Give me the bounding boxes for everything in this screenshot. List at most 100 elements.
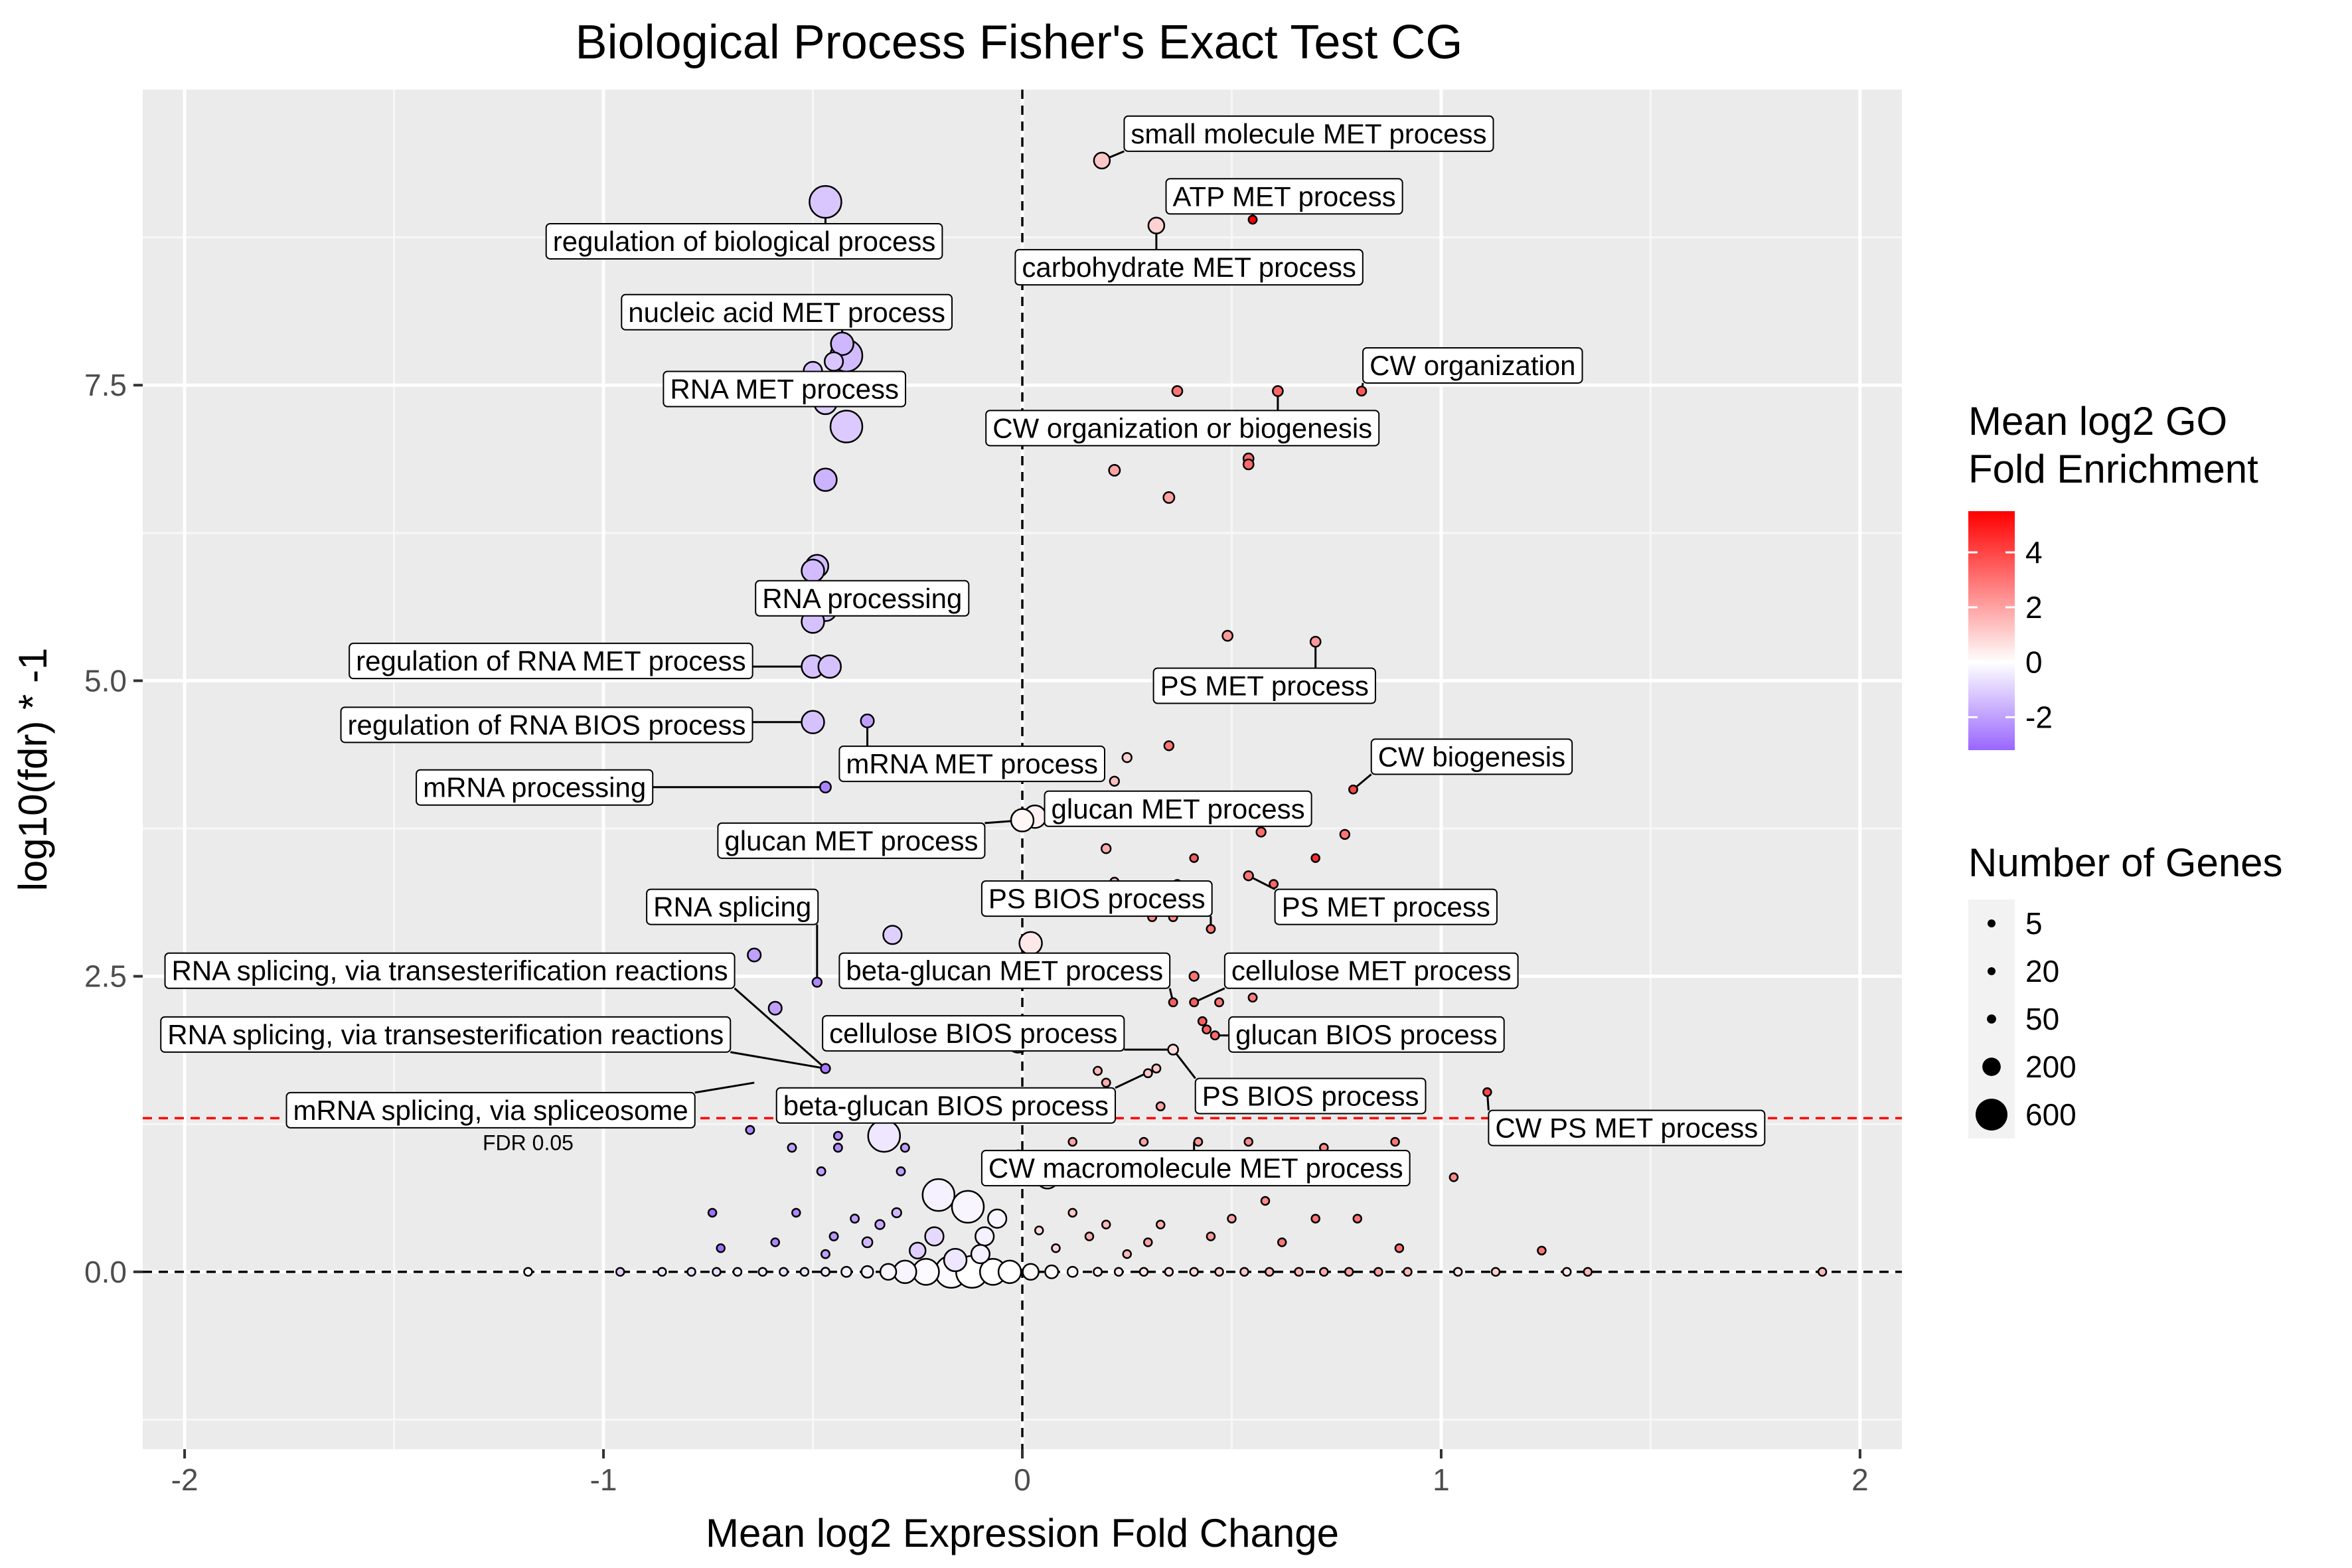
annotation-label-box — [1274, 888, 1498, 925]
data-point — [1294, 1267, 1304, 1277]
data-point — [1482, 1087, 1492, 1097]
data-point — [1067, 1208, 1077, 1218]
annotation-label-box — [1044, 790, 1312, 827]
data-point — [1151, 1063, 1162, 1074]
data-point — [1255, 826, 1267, 838]
data-point — [716, 1243, 726, 1253]
data-point — [832, 1142, 843, 1153]
data-point — [1210, 1030, 1220, 1041]
data-point — [1260, 1196, 1271, 1206]
annotation-label: RNA MET process — [670, 374, 899, 405]
color-legend-title: Mean log2 GO — [1968, 399, 2227, 443]
annotation-label-box — [1223, 952, 1519, 989]
data-point — [1113, 1267, 1124, 1277]
data-point — [1147, 216, 1166, 235]
annotation-label: nucleic acid MET process — [628, 297, 945, 328]
data-point — [811, 977, 823, 988]
data-point — [1490, 1267, 1501, 1277]
data-point — [1272, 385, 1284, 397]
data-point — [1022, 1263, 1040, 1281]
data-point — [1066, 1266, 1079, 1278]
data-point — [823, 351, 844, 372]
annotation-label-box — [985, 410, 1380, 447]
annotation-label: regulation of RNA BIOS process — [348, 709, 746, 740]
annotation-label: CW organization — [1370, 350, 1575, 381]
annotation-label: cellulose MET process — [1231, 955, 1512, 986]
data-point — [712, 1267, 722, 1277]
data-point — [615, 1267, 625, 1277]
annotation-label: CW PS MET process — [1495, 1113, 1758, 1144]
annotation-labels: small molecule MET process ATP MET proces… — [160, 115, 1766, 1187]
annotation-label: CW organization or biogenesis — [992, 412, 1372, 443]
data-point — [747, 947, 762, 963]
data-point — [801, 710, 825, 734]
annotation-label-box — [349, 643, 753, 680]
data-point — [1247, 992, 1258, 1003]
annotation-label: PS BIOS process — [1202, 1081, 1419, 1112]
y-axis-title: log10(fdr) * -1 — [11, 648, 55, 892]
fdr-threshold-label: FDR 0.05 — [483, 1131, 574, 1154]
data-point — [900, 1142, 910, 1153]
data-point — [975, 1226, 995, 1247]
annotation-label-box — [755, 580, 970, 617]
data-point — [1227, 1214, 1237, 1223]
size-legend-label: 5 — [2025, 906, 2043, 941]
data-point — [1356, 385, 1368, 397]
annotation-label: ATP MET process — [1173, 181, 1396, 212]
data-point — [523, 1267, 533, 1277]
annotation-label-box — [1123, 115, 1494, 152]
data-point — [1163, 740, 1175, 751]
annotation-label-box — [822, 1015, 1125, 1052]
data-points — [523, 151, 1828, 1289]
annotation-label-box — [1152, 667, 1376, 704]
data-point — [801, 558, 825, 584]
annotation-label: glucan MET process — [1052, 793, 1305, 824]
y-tick-label: 5.0 — [84, 663, 127, 698]
data-point — [1206, 1231, 1216, 1241]
data-point — [1155, 1219, 1166, 1229]
annotation-label-box — [717, 822, 986, 859]
data-point — [850, 1214, 860, 1224]
color-legend-bar — [1968, 511, 2015, 750]
data-point — [1168, 997, 1178, 1008]
annotation-label: mRNA MET process — [846, 748, 1098, 779]
annotation-label: RNA splicing — [653, 892, 811, 923]
data-point — [770, 1237, 780, 1247]
data-point — [767, 1000, 783, 1016]
data-point — [813, 467, 838, 492]
x-tick-label: 1 — [1433, 1462, 1450, 1497]
data-point — [828, 1231, 839, 1241]
data-point — [1583, 1267, 1593, 1277]
annotation-label-box — [1488, 1109, 1766, 1146]
data-point — [1243, 1137, 1253, 1147]
data-point — [951, 1190, 985, 1224]
data-point — [1044, 1264, 1059, 1279]
color-legend-title: Fold Enrichment — [1968, 447, 2258, 491]
data-point — [1189, 1267, 1199, 1277]
data-point — [909, 1241, 927, 1260]
data-point — [1247, 214, 1258, 225]
annotation-label-box — [775, 1087, 1117, 1124]
data-point — [1403, 1267, 1413, 1277]
color-legend-label: 2 — [2025, 590, 2043, 625]
annotation-label-box — [621, 293, 953, 331]
annotation-label-box — [663, 370, 907, 408]
size-legend-key — [1976, 1099, 2007, 1131]
data-point — [1010, 808, 1035, 832]
data-point — [1339, 828, 1351, 840]
size-legend-title: Number of Genes — [1968, 840, 2283, 885]
data-point — [1164, 1267, 1174, 1277]
data-point — [821, 1267, 830, 1277]
data-point — [829, 410, 864, 443]
size-legend-label: 20 — [2025, 954, 2059, 988]
data-point — [791, 1208, 801, 1218]
data-point — [1051, 1243, 1061, 1253]
x-tick-label: 2 — [1851, 1462, 1869, 1497]
chart-title: Biological Process Fisher's Exact Test C… — [576, 16, 1463, 69]
data-point — [1171, 385, 1184, 397]
data-point — [1138, 1267, 1149, 1277]
annotation-label: carbohydrate MET process — [1022, 252, 1356, 283]
annotation-label-box — [340, 706, 753, 744]
data-point — [1373, 1267, 1383, 1277]
